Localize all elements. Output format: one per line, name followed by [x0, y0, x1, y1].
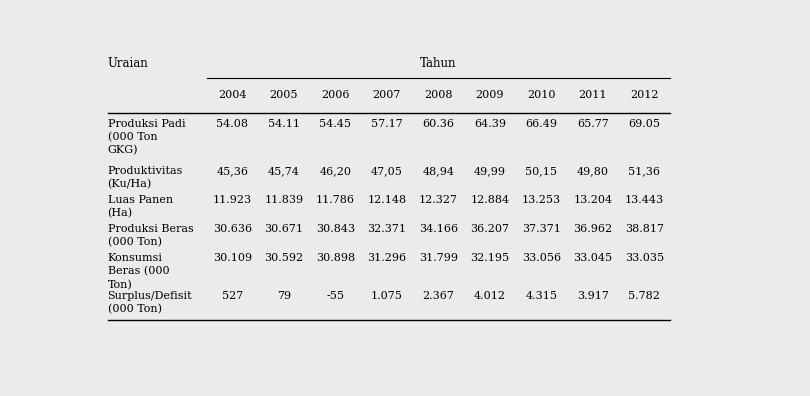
Text: 51,36: 51,36: [629, 166, 660, 177]
Text: Luas Panen
(Ha): Luas Panen (Ha): [108, 195, 173, 219]
Text: Produksi Padi
(000 Ton
GKG): Produksi Padi (000 Ton GKG): [108, 119, 185, 156]
Text: 2011: 2011: [578, 90, 607, 100]
Text: 30.898: 30.898: [316, 253, 355, 263]
Text: 12.148: 12.148: [367, 195, 407, 206]
Text: 12.327: 12.327: [419, 195, 458, 206]
Text: 69.05: 69.05: [629, 119, 660, 129]
Text: 2006: 2006: [321, 90, 350, 100]
Text: 2010: 2010: [527, 90, 556, 100]
Text: 13.443: 13.443: [625, 195, 664, 206]
Text: 37.371: 37.371: [522, 225, 561, 234]
Text: 31.799: 31.799: [419, 253, 458, 263]
Text: 33.045: 33.045: [573, 253, 612, 263]
Text: 2012: 2012: [630, 90, 659, 100]
Text: 64.39: 64.39: [474, 119, 505, 129]
Text: 30.671: 30.671: [264, 225, 304, 234]
Text: 33.056: 33.056: [522, 253, 561, 263]
Text: 2004: 2004: [218, 90, 247, 100]
Text: 33.035: 33.035: [625, 253, 664, 263]
Text: 46,20: 46,20: [319, 166, 352, 177]
Text: 54.08: 54.08: [216, 119, 249, 129]
Text: 1.075: 1.075: [371, 291, 403, 301]
Text: 2005: 2005: [270, 90, 298, 100]
Text: Tahun: Tahun: [420, 57, 457, 70]
Text: 32.195: 32.195: [471, 253, 509, 263]
Text: 4.315: 4.315: [526, 291, 557, 301]
Text: 30.592: 30.592: [264, 253, 304, 263]
Text: 13.204: 13.204: [573, 195, 612, 206]
Text: 11.923: 11.923: [213, 195, 252, 206]
Text: 45,36: 45,36: [216, 166, 249, 177]
Text: 13.253: 13.253: [522, 195, 561, 206]
Text: 31.296: 31.296: [367, 253, 407, 263]
Text: 4.012: 4.012: [474, 291, 505, 301]
Text: 32.371: 32.371: [368, 225, 407, 234]
Text: 5.782: 5.782: [629, 291, 660, 301]
Text: -55: -55: [326, 291, 344, 301]
Text: 38.817: 38.817: [625, 225, 663, 234]
Text: 30.636: 30.636: [213, 225, 252, 234]
Text: Produktivitas
(Ku/Ha): Produktivitas (Ku/Ha): [108, 166, 183, 190]
Text: 36.962: 36.962: [573, 225, 612, 234]
Text: 54.11: 54.11: [268, 119, 300, 129]
Text: 3.917: 3.917: [577, 291, 609, 301]
Text: 2009: 2009: [475, 90, 504, 100]
Text: 30.109: 30.109: [213, 253, 252, 263]
Text: Konsumsi
Beras (000
Ton): Konsumsi Beras (000 Ton): [108, 253, 169, 290]
Text: 54.45: 54.45: [319, 119, 352, 129]
Text: 12.884: 12.884: [471, 195, 509, 206]
Text: 49,80: 49,80: [577, 166, 609, 177]
Text: 60.36: 60.36: [422, 119, 454, 129]
Text: 34.166: 34.166: [419, 225, 458, 234]
Text: 11.786: 11.786: [316, 195, 355, 206]
Text: 47,05: 47,05: [371, 166, 403, 177]
Text: 66.49: 66.49: [526, 119, 557, 129]
Text: 2008: 2008: [424, 90, 453, 100]
Text: 45,74: 45,74: [268, 166, 300, 177]
Text: Surplus/Defisit
(000 Ton): Surplus/Defisit (000 Ton): [108, 291, 192, 315]
Text: 50,15: 50,15: [526, 166, 557, 177]
Text: Uraian: Uraian: [108, 57, 148, 70]
Text: 2007: 2007: [373, 90, 401, 100]
Text: 2.367: 2.367: [422, 291, 454, 301]
Text: 36.207: 36.207: [471, 225, 509, 234]
Text: Produksi Beras
(000 Ton): Produksi Beras (000 Ton): [108, 225, 194, 248]
Text: 49,99: 49,99: [474, 166, 505, 177]
Text: 57.17: 57.17: [371, 119, 403, 129]
Text: 11.839: 11.839: [264, 195, 304, 206]
Text: 30.843: 30.843: [316, 225, 355, 234]
Text: 48,94: 48,94: [422, 166, 454, 177]
Text: 79: 79: [277, 291, 291, 301]
Text: 65.77: 65.77: [577, 119, 608, 129]
Text: 527: 527: [222, 291, 243, 301]
